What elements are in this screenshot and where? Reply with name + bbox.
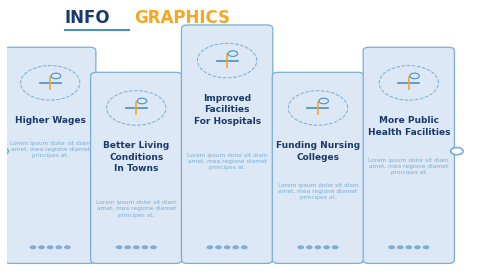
Text: Higher Wages: Higher Wages — [15, 116, 86, 125]
Text: INFO: INFO — [65, 9, 110, 27]
Circle shape — [414, 245, 421, 249]
Circle shape — [150, 245, 157, 249]
FancyBboxPatch shape — [272, 72, 364, 263]
Circle shape — [0, 148, 8, 155]
Circle shape — [116, 245, 122, 249]
Text: More Public
Health Facilities: More Public Health Facilities — [367, 116, 450, 137]
Text: Lorem ipsum dolor sit diam
amet, mea regione diamet
principes at.: Lorem ipsum dolor sit diam amet, mea reg… — [10, 141, 90, 158]
Circle shape — [451, 148, 463, 155]
Circle shape — [388, 245, 395, 249]
Text: Lorem ipsum dolor sit diam
amet, mea regione diamet
principes at.: Lorem ipsum dolor sit diam amet, mea reg… — [278, 183, 358, 200]
Circle shape — [306, 245, 312, 249]
Circle shape — [30, 245, 36, 249]
Circle shape — [55, 245, 62, 249]
Text: Better Living
Conditions
In Towns: Better Living Conditions In Towns — [103, 141, 170, 173]
FancyBboxPatch shape — [90, 72, 182, 263]
FancyBboxPatch shape — [181, 25, 273, 263]
Text: GRAPHICS: GRAPHICS — [134, 9, 230, 27]
Circle shape — [38, 245, 45, 249]
Circle shape — [224, 245, 230, 249]
Circle shape — [241, 245, 248, 249]
Circle shape — [405, 245, 412, 249]
Circle shape — [423, 245, 429, 249]
Circle shape — [397, 245, 403, 249]
Circle shape — [124, 245, 131, 249]
Circle shape — [314, 245, 321, 249]
Circle shape — [133, 245, 139, 249]
Circle shape — [323, 245, 330, 249]
Text: Improved
Facilities
For Hospitals: Improved Facilities For Hospitals — [193, 94, 260, 126]
Circle shape — [232, 245, 239, 249]
Circle shape — [47, 245, 53, 249]
Circle shape — [64, 245, 71, 249]
FancyBboxPatch shape — [4, 47, 96, 263]
Circle shape — [215, 245, 222, 249]
FancyBboxPatch shape — [363, 47, 454, 263]
Text: Lorem ipsum dolor sit diam
amet, mea regione diamet
principes at.: Lorem ipsum dolor sit diam amet, mea reg… — [96, 200, 176, 218]
Circle shape — [297, 245, 304, 249]
Circle shape — [207, 245, 213, 249]
Text: Lorem ipsum dolor sit diam
amet, mea regione diamet
principes at.: Lorem ipsum dolor sit diam amet, mea reg… — [187, 153, 267, 170]
Circle shape — [332, 245, 339, 249]
Text: Funding Nursing
Colleges: Funding Nursing Colleges — [276, 141, 360, 162]
Text: Lorem ipsum dolor sit diam
amet, mea regione diamet
principes at.: Lorem ipsum dolor sit diam amet, mea reg… — [368, 158, 449, 175]
Circle shape — [141, 245, 148, 249]
